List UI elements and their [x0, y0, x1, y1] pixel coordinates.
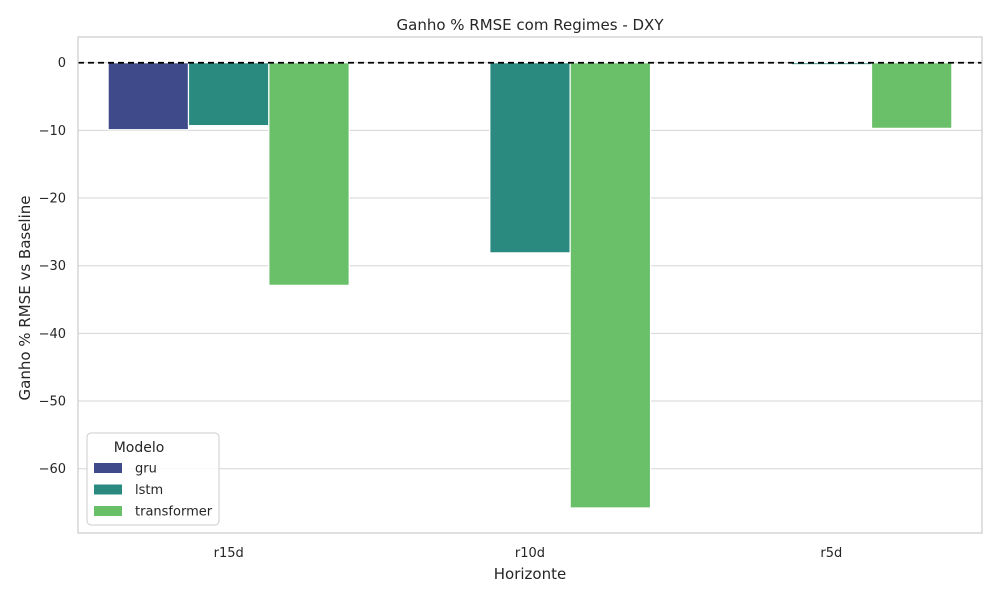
y-tick-label: −20	[39, 192, 66, 207]
legend-title: Modelo	[114, 440, 165, 456]
chart-title: Ganho % RMSE com Regimes - DXY	[397, 16, 665, 34]
y-tick-label: −40	[39, 327, 66, 342]
bars	[107, 62, 953, 509]
legend-box	[86, 432, 220, 526]
legend-label-gru: gru	[135, 462, 157, 477]
x-tick-label: r5d	[820, 546, 842, 561]
y-tick-label: −60	[39, 462, 66, 477]
legend-swatch-gru	[94, 463, 122, 473]
y-axis-ticks: 0 −10 −20 −30 −40 −50 −60	[39, 56, 66, 477]
y-tick-label: −10	[39, 124, 66, 139]
x-axis-ticks: r15d r10d r5d	[214, 546, 843, 561]
bar-transformer-r10d	[569, 62, 652, 509]
x-tick-label: r15d	[214, 546, 244, 561]
y-tick-label: −50	[39, 395, 66, 410]
y-tick-label: −30	[39, 259, 66, 274]
legend-swatch-transformer	[94, 506, 122, 516]
legend-label-lstm: lstm	[135, 483, 163, 498]
bar-lstm-r10d	[489, 62, 571, 254]
x-axis-title: Horizonte	[494, 565, 566, 583]
x-tick-label: r10d	[515, 546, 545, 561]
plot-frame	[77, 36, 983, 534]
bar-lstm-r15d	[187, 62, 270, 127]
bar-transformer-r5d	[870, 62, 953, 129]
legend-label-transformer: transformer	[135, 505, 213, 520]
legend-swatch-lstm	[94, 484, 122, 495]
bar-gru-r15d	[107, 62, 190, 131]
bar-transformer-r15d	[268, 62, 350, 286]
legend: Modelo gru lstm transformer	[86, 432, 220, 526]
y-axis-title: Ganho % RMSE vs Baseline	[16, 196, 34, 401]
y-tick-label: 0	[58, 56, 66, 71]
